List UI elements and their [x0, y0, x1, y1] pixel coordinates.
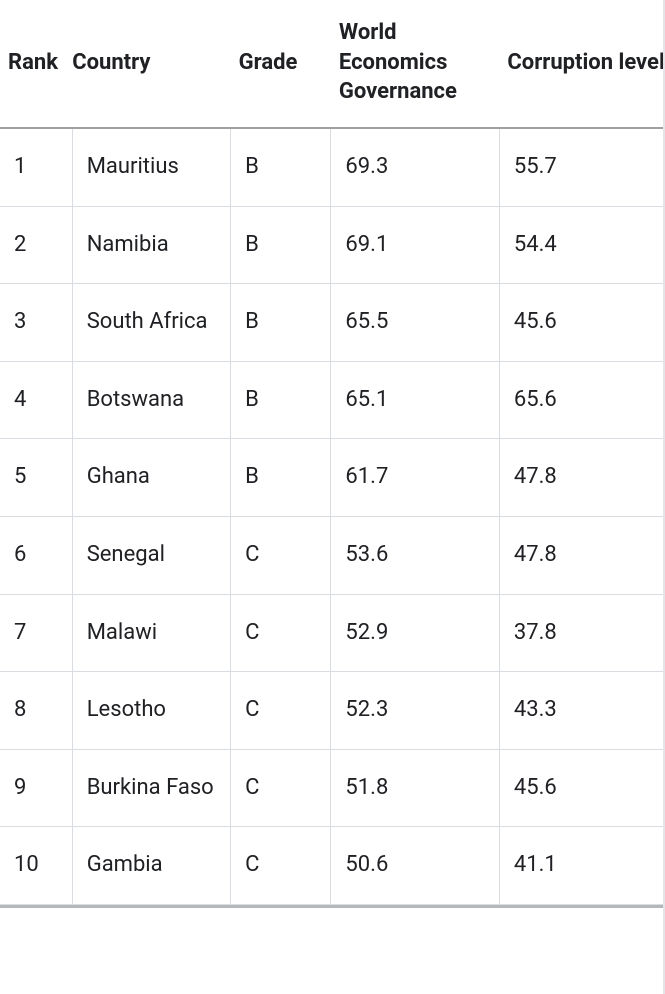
cell-gov: 50.6 — [331, 827, 499, 905]
cell-corr: 43.3 — [499, 672, 665, 750]
cell-country: Malawi — [72, 594, 230, 672]
cell-grade: C — [231, 827, 331, 905]
table-row: 4BotswanaB65.165.6 — [0, 361, 665, 439]
cell-grade: C — [231, 672, 331, 750]
cell-rank: 10 — [0, 827, 72, 905]
cell-country: Botswana — [72, 361, 230, 439]
col-header-corruption: Corruption levels — [499, 0, 665, 128]
cell-gov: 51.8 — [331, 749, 499, 827]
governance-table: Rank Country Grade World Economics Gover… — [0, 0, 665, 905]
cell-corr: 54.4 — [499, 206, 665, 284]
cell-gov: 69.3 — [331, 128, 499, 206]
table-row: 5GhanaB61.747.8 — [0, 439, 665, 517]
cell-gov: 65.5 — [331, 284, 499, 362]
cell-gov: 69.1 — [331, 206, 499, 284]
cell-country: Ghana — [72, 439, 230, 517]
col-header-country: Country — [72, 0, 230, 128]
cell-country: Gambia — [72, 827, 230, 905]
cell-gov: 53.6 — [331, 517, 499, 595]
cell-corr: 37.8 — [499, 594, 665, 672]
cell-grade: B — [231, 128, 331, 206]
cell-country: Burkina Faso — [72, 749, 230, 827]
cell-country: South Africa — [72, 284, 230, 362]
cell-grade: C — [231, 594, 331, 672]
cell-rank: 1 — [0, 128, 72, 206]
col-header-grade: Grade — [231, 0, 331, 128]
table-row: 7MalawiC52.937.8 — [0, 594, 665, 672]
table-header: Rank Country Grade World Economics Gover… — [0, 0, 665, 128]
cell-gov: 52.9 — [331, 594, 499, 672]
cell-country: Mauritius — [72, 128, 230, 206]
col-header-governance: World Economics Governance — [331, 0, 499, 128]
table-row: 1MauritiusB69.355.7 — [0, 128, 665, 206]
cell-grade: C — [231, 517, 331, 595]
cell-corr: 65.6 — [499, 361, 665, 439]
cell-gov: 52.3 — [331, 672, 499, 750]
cell-gov: 65.1 — [331, 361, 499, 439]
cell-rank: 9 — [0, 749, 72, 827]
table-row: 10GambiaC50.641.1 — [0, 827, 665, 905]
cell-rank: 4 — [0, 361, 72, 439]
col-header-rank: Rank — [0, 0, 72, 128]
table-body: 1MauritiusB69.355.72NamibiaB69.154.43Sou… — [0, 128, 665, 904]
table-row: 9Burkina FasoC51.845.6 — [0, 749, 665, 827]
cell-rank: 2 — [0, 206, 72, 284]
table-bottom-edge — [0, 905, 665, 908]
cell-grade: B — [231, 206, 331, 284]
cell-rank: 6 — [0, 517, 72, 595]
cell-grade: B — [231, 439, 331, 517]
table-row: 8LesothoC52.343.3 — [0, 672, 665, 750]
table-row: 3South AfricaB65.545.6 — [0, 284, 665, 362]
cell-corr: 45.6 — [499, 749, 665, 827]
cell-country: Senegal — [72, 517, 230, 595]
cell-rank: 5 — [0, 439, 72, 517]
cell-corr: 41.1 — [499, 827, 665, 905]
cell-corr: 47.8 — [499, 517, 665, 595]
cell-grade: B — [231, 284, 331, 362]
cell-rank: 3 — [0, 284, 72, 362]
cell-gov: 61.7 — [331, 439, 499, 517]
cell-rank: 7 — [0, 594, 72, 672]
cell-corr: 45.6 — [499, 284, 665, 362]
cell-corr: 55.7 — [499, 128, 665, 206]
cell-corr: 47.8 — [499, 439, 665, 517]
table-row: 2NamibiaB69.154.4 — [0, 206, 665, 284]
cell-grade: C — [231, 749, 331, 827]
table-row: 6SenegalC53.647.8 — [0, 517, 665, 595]
cell-rank: 8 — [0, 672, 72, 750]
cell-grade: B — [231, 361, 331, 439]
cell-country: Namibia — [72, 206, 230, 284]
cell-country: Lesotho — [72, 672, 230, 750]
